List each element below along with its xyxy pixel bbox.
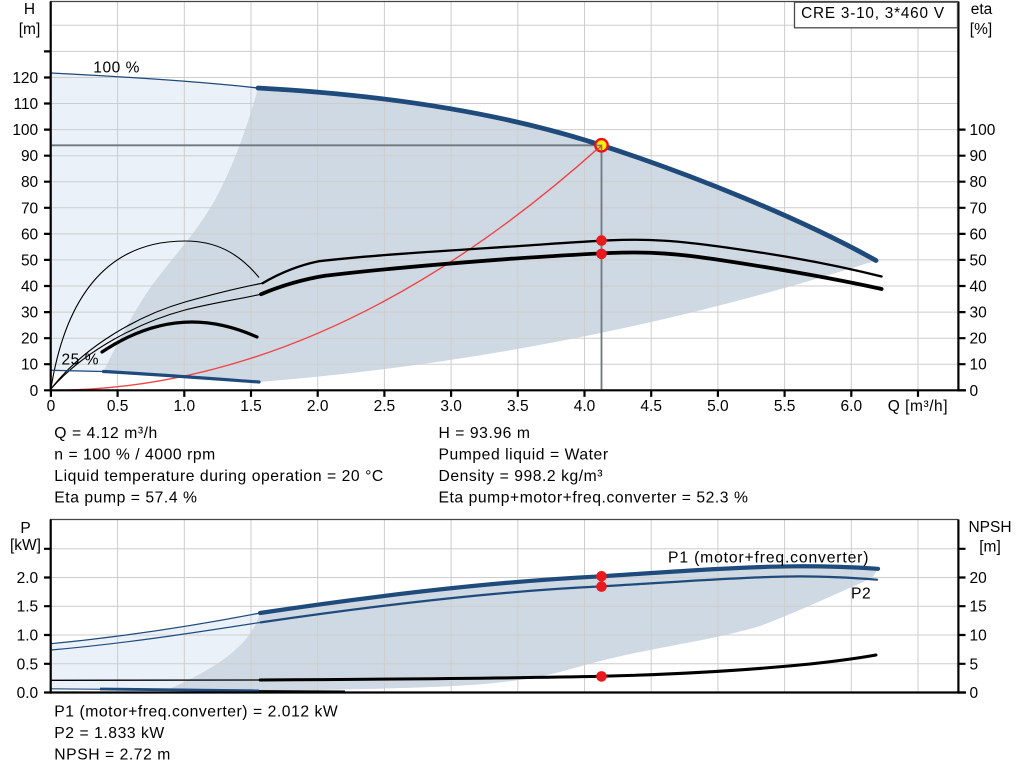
svg-text:Pumped liquid = Water: Pumped liquid = Water — [439, 447, 609, 464]
svg-text:P2: P2 — [851, 586, 871, 603]
svg-text:90: 90 — [21, 148, 39, 165]
svg-text:100 %: 100 % — [93, 59, 140, 76]
svg-text:P1 (motor+freq.converter): P1 (motor+freq.converter) — [668, 550, 869, 567]
svg-text:Q = 4.12 m³/h: Q = 4.12 m³/h — [54, 425, 158, 442]
svg-text:10: 10 — [970, 628, 988, 645]
svg-text:0.5: 0.5 — [17, 656, 39, 673]
svg-text:60: 60 — [21, 226, 39, 243]
svg-text:2.0: 2.0 — [307, 398, 329, 415]
svg-text:10: 10 — [21, 357, 39, 374]
svg-text:n = 100 % / 4000 rpm: n = 100 % / 4000 rpm — [54, 447, 215, 464]
svg-text:NPSH: NPSH — [968, 519, 1011, 536]
svg-text:[m]: [m] — [19, 21, 41, 38]
svg-text:20: 20 — [970, 570, 988, 587]
svg-text:0: 0 — [47, 398, 56, 415]
svg-text:1.0: 1.0 — [17, 628, 39, 645]
svg-text:Q [m³/h]: Q [m³/h] — [888, 398, 948, 415]
svg-text:Eta pump = 57.4 %: Eta pump = 57.4 % — [54, 490, 197, 507]
svg-text:70: 70 — [970, 200, 988, 217]
svg-text:3.0: 3.0 — [440, 398, 462, 415]
svg-text:120: 120 — [12, 70, 38, 87]
svg-text:60: 60 — [970, 226, 988, 243]
svg-text:5.0: 5.0 — [707, 398, 729, 415]
svg-text:20: 20 — [970, 331, 988, 348]
svg-text:2.5: 2.5 — [374, 398, 396, 415]
svg-text:30: 30 — [970, 305, 988, 322]
svg-text:40: 40 — [970, 279, 988, 296]
svg-text:2.0: 2.0 — [17, 570, 39, 587]
svg-text:110: 110 — [13, 96, 38, 113]
svg-text:80: 80 — [970, 174, 988, 191]
svg-text:0.0: 0.0 — [17, 685, 39, 702]
svg-text:P2 = 1.833 kW: P2 = 1.833 kW — [54, 725, 164, 742]
svg-text:4.5: 4.5 — [640, 398, 662, 415]
svg-text:eta: eta — [971, 1, 993, 18]
svg-text:30: 30 — [21, 305, 39, 322]
svg-text:6.0: 6.0 — [841, 398, 863, 415]
svg-text:100: 100 — [970, 122, 996, 139]
svg-text:5: 5 — [970, 656, 979, 673]
svg-text:1.5: 1.5 — [17, 599, 39, 616]
svg-text:3.5: 3.5 — [507, 398, 529, 415]
svg-text:H = 93.96 m: H = 93.96 m — [439, 425, 531, 442]
svg-text:80: 80 — [21, 174, 39, 191]
svg-text:10: 10 — [970, 357, 988, 374]
svg-text:5.5: 5.5 — [774, 398, 796, 415]
svg-text:4.0: 4.0 — [574, 398, 596, 415]
svg-text:[m]: [m] — [979, 539, 1001, 556]
svg-text:[%]: [%] — [970, 21, 992, 38]
svg-text:[kW]: [kW] — [10, 537, 41, 554]
svg-text:Density = 998.2 kg/m³: Density = 998.2 kg/m³ — [439, 468, 604, 485]
svg-text:0: 0 — [30, 383, 39, 400]
svg-text:0.5: 0.5 — [107, 398, 129, 415]
svg-text:100: 100 — [12, 122, 38, 139]
svg-text:70: 70 — [21, 200, 39, 217]
svg-text:1.0: 1.0 — [174, 398, 196, 415]
svg-text:Liquid temperature during oper: Liquid temperature during operation = 20… — [54, 468, 384, 485]
svg-text:1.5: 1.5 — [240, 398, 262, 415]
svg-text:P1 (motor+freq.converter) = 2.: P1 (motor+freq.converter) = 2.012 kW — [54, 704, 338, 721]
svg-text:20: 20 — [21, 331, 39, 348]
svg-text:50: 50 — [970, 252, 988, 269]
svg-text:NPSH = 2.72 m: NPSH = 2.72 m — [54, 747, 171, 764]
svg-text:0: 0 — [970, 685, 979, 702]
svg-text:Eta pump+motor+freq.converter: Eta pump+motor+freq.converter = 52.3 % — [439, 490, 749, 507]
svg-text:H: H — [24, 1, 35, 18]
svg-text:P: P — [20, 520, 30, 537]
svg-text:CRE 3-10, 3*460 V: CRE 3-10, 3*460 V — [801, 5, 945, 22]
svg-text:40: 40 — [21, 279, 39, 296]
svg-text:50: 50 — [21, 252, 39, 269]
svg-text:90: 90 — [970, 148, 988, 165]
svg-text:0: 0 — [970, 383, 979, 400]
svg-text:25 %: 25 % — [62, 352, 100, 369]
svg-text:15: 15 — [970, 599, 987, 616]
